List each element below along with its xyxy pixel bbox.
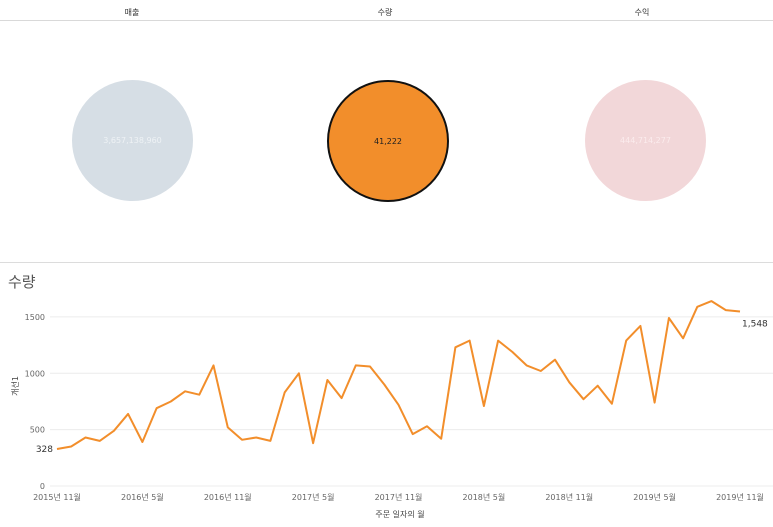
chart-title: 수량 (8, 273, 36, 291)
kpi-circle-quantity[interactable]: 41,222 (327, 80, 449, 202)
x-tick-label: 2015년 11월 (33, 492, 81, 502)
kpi-circle-sales[interactable]: 3,657,138,960 (72, 80, 193, 201)
x-tick-label: 2017년 5월 (292, 492, 335, 502)
x-tick-label: 2019년 11월 (716, 492, 764, 502)
x-axis-ticks: 2015년 11월 2016년 5월 2016년 11월 2017년 5월 2017년 … (33, 492, 764, 502)
kpi-value-profit: 444,714,277 (620, 136, 671, 145)
y-axis-title: 개선1 (10, 376, 20, 396)
x-tick-label: 2017년 11월 (375, 492, 423, 502)
kpi-title-quantity: 수량 (377, 8, 393, 17)
x-axis-title: 주문 일자의 월 (375, 509, 424, 519)
section-divider (0, 262, 773, 263)
kpi-title-profit: 수익 (634, 8, 650, 17)
series-line[interactable] (56, 300, 741, 450)
kpi-value-quantity: 41,222 (374, 136, 402, 146)
x-tick-label: 2016년 5월 (121, 492, 164, 502)
x-tick-label: 2019년 5월 (633, 492, 676, 502)
data-labels: 328 1,548 (36, 319, 768, 455)
point-label: 328 (36, 445, 53, 455)
x-tick-label: 2018년 11월 (545, 492, 593, 502)
kpi-header: 매출 수량 수익 (0, 0, 773, 21)
kpi-circle-profit[interactable]: 444,714,277 (585, 80, 706, 201)
kpi-title-sales: 매출 (124, 8, 140, 17)
y-tick-label: 1000 (25, 369, 45, 378)
kpi-value-sales: 3,657,138,960 (103, 136, 162, 145)
y-axis-ticks: 0 500 1000 1500 (25, 313, 45, 491)
x-tick-label: 2018년 5월 (463, 492, 506, 502)
point-label: 1,548 (742, 319, 768, 329)
y-tick-label: 0 (40, 482, 45, 491)
y-tick-label: 1500 (25, 313, 45, 322)
y-tick-label: 500 (30, 426, 45, 435)
x-tick-label: 2016년 11월 (204, 492, 252, 502)
